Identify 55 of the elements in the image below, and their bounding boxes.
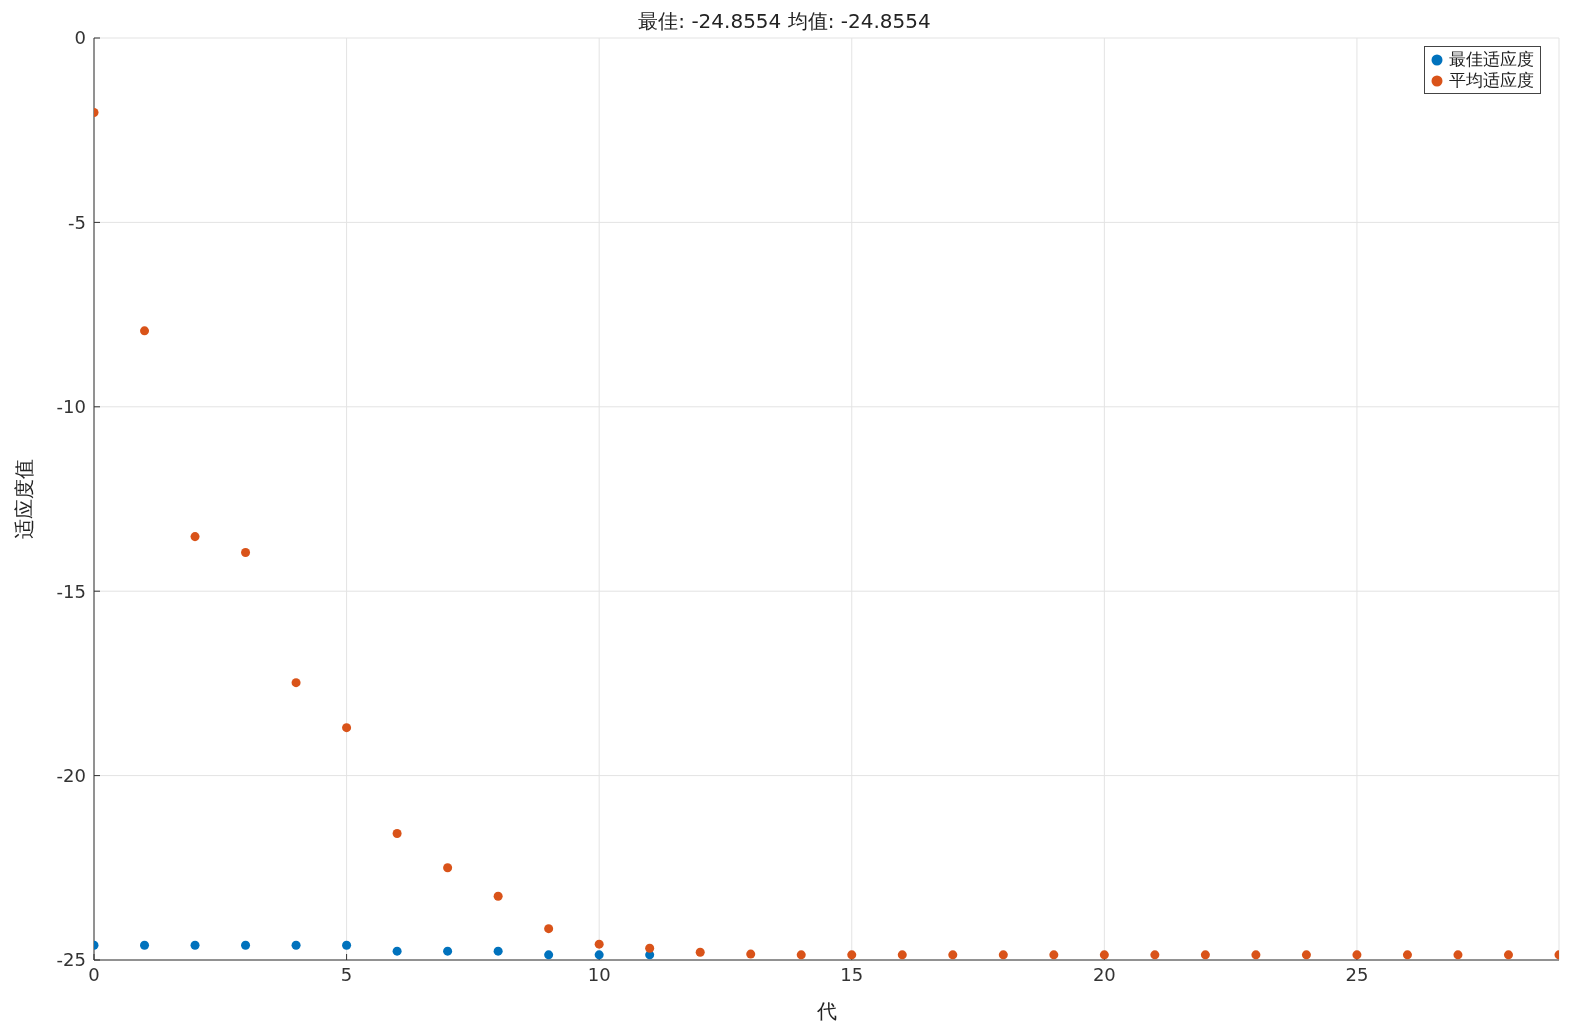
point	[1251, 950, 1261, 960]
point	[1402, 950, 1412, 960]
point	[1503, 950, 1513, 960]
point	[796, 950, 806, 960]
point	[493, 891, 503, 901]
point	[544, 924, 554, 934]
point	[1099, 950, 1109, 960]
point	[645, 943, 655, 953]
point	[948, 950, 958, 960]
point	[998, 950, 1008, 960]
legend-label: 最佳适应度	[1449, 49, 1534, 70]
point	[746, 949, 756, 959]
point	[594, 939, 604, 949]
y-tick-label: -10	[56, 396, 86, 418]
point	[190, 532, 200, 542]
chart-title: 最佳: -24.8554 均值: -24.8554	[638, 9, 931, 33]
point	[695, 947, 705, 957]
point	[847, 950, 857, 960]
point	[342, 940, 352, 950]
x-tick-label: 20	[1092, 963, 1116, 985]
x-tick-label: 0	[88, 963, 100, 985]
x-tick-label: 10	[587, 963, 611, 985]
point	[1453, 950, 1463, 960]
y-tick-label: -5	[68, 211, 86, 233]
point	[291, 940, 301, 950]
x-axis-title: 代	[815, 999, 837, 1023]
point	[443, 863, 453, 873]
y-tick-label: -25	[56, 949, 86, 971]
point	[190, 940, 200, 950]
point	[544, 950, 554, 960]
point	[392, 946, 402, 956]
point	[897, 950, 907, 960]
point	[140, 940, 150, 950]
x-tick-label: 5	[340, 963, 353, 985]
point	[241, 940, 251, 950]
legend-label: 平均适应度	[1449, 70, 1534, 91]
point	[1301, 950, 1311, 960]
point	[241, 547, 251, 557]
point	[140, 326, 150, 336]
x-tick-label: 15	[840, 963, 864, 985]
point	[594, 950, 604, 960]
point	[291, 678, 301, 688]
y-axis-title: 适应度值	[12, 459, 37, 539]
point	[1150, 950, 1160, 960]
point	[1200, 950, 1210, 960]
point	[1352, 950, 1362, 960]
y-tick-label: -15	[56, 580, 86, 602]
y-tick-label: -20	[56, 764, 86, 786]
x-tick-label: 25	[1345, 963, 1369, 985]
y-tick-label: 0	[74, 27, 86, 49]
point	[1049, 950, 1059, 960]
point	[342, 723, 352, 733]
point	[443, 946, 453, 956]
point	[392, 829, 402, 839]
point	[493, 946, 503, 956]
